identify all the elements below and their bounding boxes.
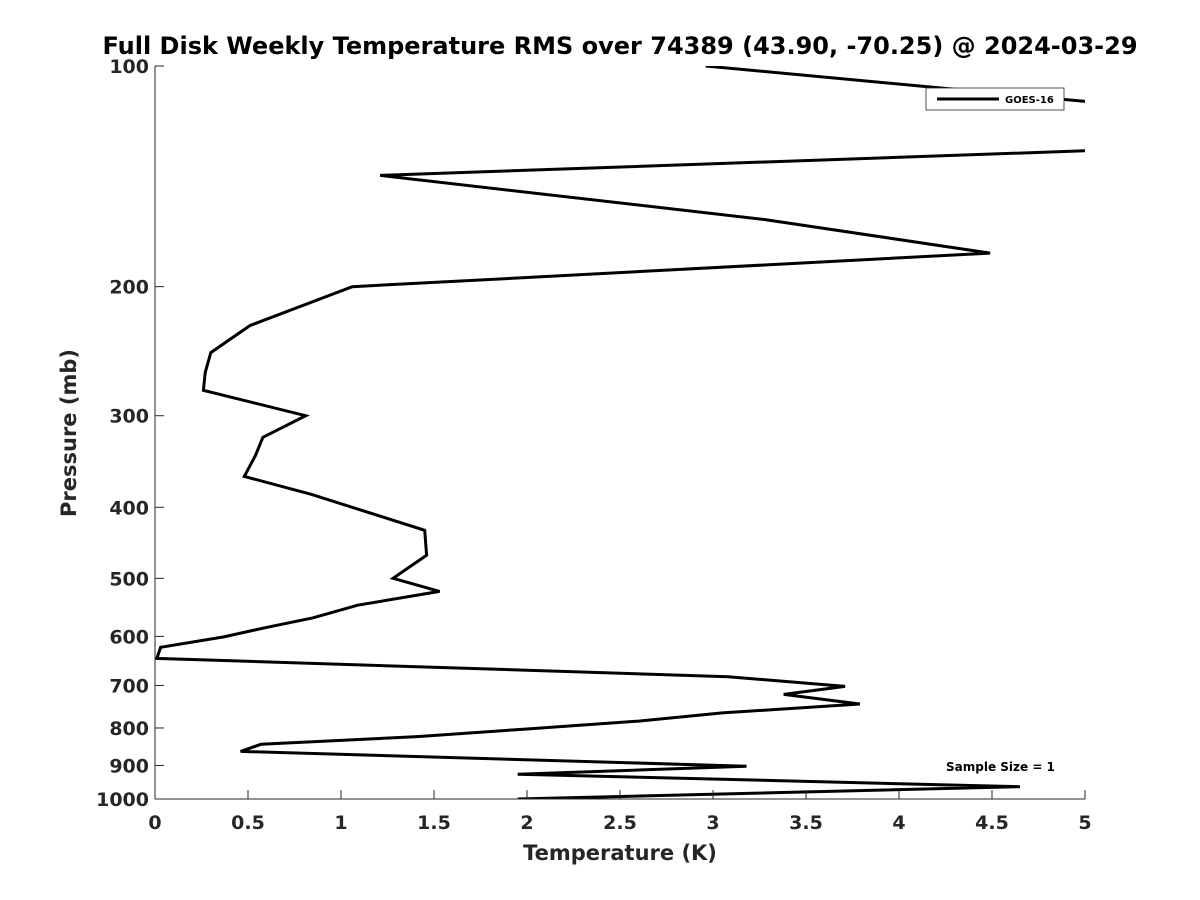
chart-title: Full Disk Weekly Temperature RMS over 74…	[102, 32, 1137, 60]
y-tick-label: 800	[109, 718, 149, 740]
x-tick-label: 3	[706, 812, 719, 834]
y-tick-label: 300	[109, 406, 149, 428]
y-axis-label: Pressure (mb)	[57, 349, 81, 517]
x-tick-label: 2	[520, 812, 533, 834]
x-tick-label: 1	[334, 812, 347, 834]
x-tick-label: 4.5	[975, 812, 1009, 834]
legend: GOES-16	[925, 87, 1065, 111]
x-tick-label: 1.5	[417, 812, 451, 834]
y-tick-label: 1000	[96, 789, 149, 811]
x-axis-label: Temperature (K)	[523, 841, 717, 865]
sample-size-annotation: Sample Size = 1	[946, 760, 1055, 774]
plot-area	[155, 66, 1085, 799]
x-tick-label: 0.5	[231, 812, 265, 834]
x-tick-label: 2.5	[603, 812, 637, 834]
y-tick-label: 900	[109, 755, 149, 777]
x-tick-label: 0	[148, 812, 161, 834]
y-tick-label: 200	[109, 277, 149, 299]
y-tick-label: 700	[109, 675, 149, 697]
y-tick-label: 400	[109, 497, 149, 519]
x-axis-ticks: 0 0.5 1 1.5 2 2.5 3 3.5 4 4.5 5	[148, 790, 1092, 834]
y-tick-label: 100	[109, 56, 149, 78]
y-tick-label: 500	[109, 568, 149, 590]
x-tick-label: 5	[1078, 812, 1091, 834]
legend-entry-goes-16: GOES-16	[1005, 95, 1054, 106]
x-tick-label: 3.5	[789, 812, 823, 834]
y-tick-label: 600	[109, 626, 149, 648]
y-axis-ticks: 100 200 300 400 500 600 700 800 900 1000	[96, 56, 164, 811]
series-line-goes-16	[155, 66, 1085, 799]
x-tick-label: 4	[892, 812, 905, 834]
